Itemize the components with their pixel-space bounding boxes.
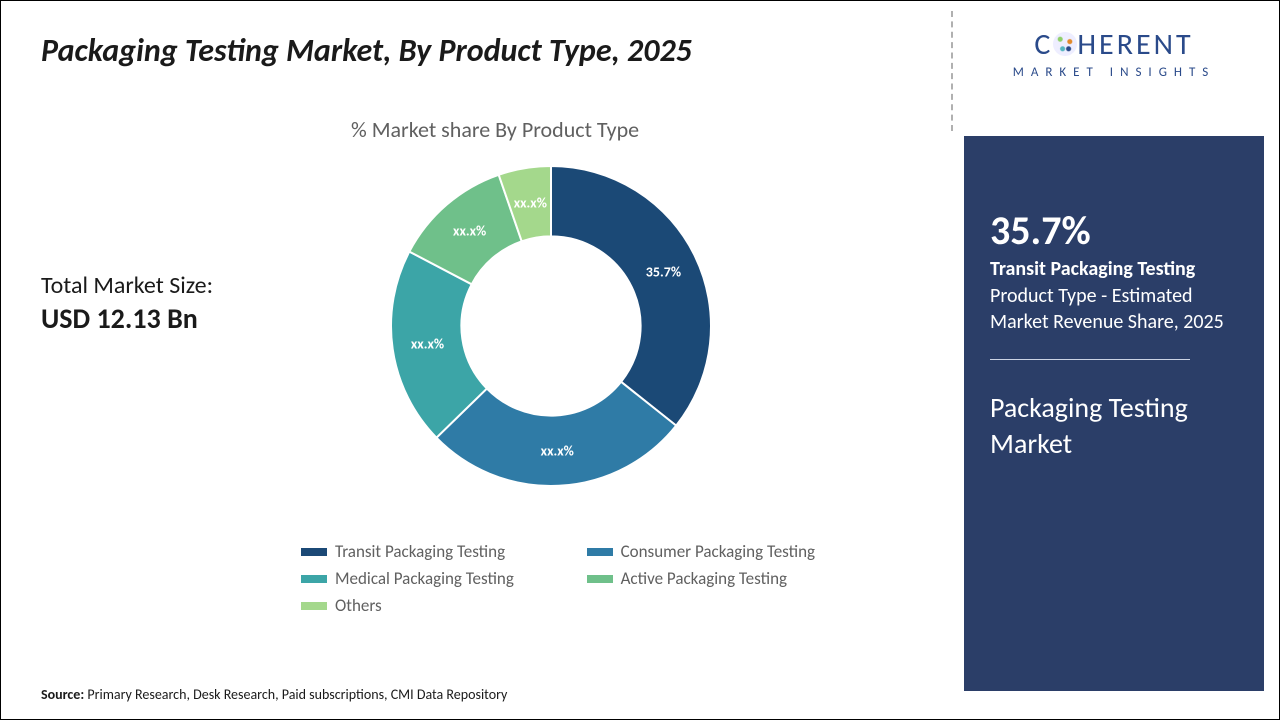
- legend-swatch: [301, 602, 327, 610]
- side-divider: [990, 359, 1190, 360]
- side-percent: 35.7%: [990, 206, 1238, 255]
- legend-label: Transit Packaging Testing: [335, 541, 505, 562]
- vertical-divider: [951, 11, 953, 131]
- side-segment-name: Transit Packaging Testing: [990, 257, 1238, 281]
- legend-label: Active Packaging Testing: [621, 568, 787, 589]
- legend-item: Medical Packaging Testing: [301, 568, 559, 589]
- donut-slice-label: xx.x%: [411, 335, 444, 352]
- legend-label: Others: [335, 595, 382, 616]
- legend-item: Others: [301, 595, 559, 616]
- logo-text-left: C: [1034, 26, 1053, 63]
- chart-subtitle: % Market share By Product Type: [351, 116, 639, 143]
- brand-logo: C HERENT MARKET INSIGHTS: [969, 26, 1259, 80]
- logo-main: C HERENT: [969, 26, 1259, 63]
- logo-sub: MARKET INSIGHTS: [969, 65, 1259, 80]
- donut-slice-label: xx.x%: [541, 442, 574, 459]
- legend-swatch: [587, 548, 613, 556]
- legend-swatch: [301, 548, 327, 556]
- donut-slice-label: xx.x%: [453, 223, 486, 240]
- legend-swatch: [301, 575, 327, 583]
- source-line: Source: Primary Research, Desk Research,…: [41, 686, 507, 703]
- source-label: Source:: [41, 686, 84, 703]
- side-description: Product Type - Estimated Market Revenue …: [990, 283, 1238, 335]
- donut-slice: [551, 166, 711, 426]
- donut-slice-label: 35.7%: [646, 263, 681, 280]
- legend-label: Medical Packaging Testing: [335, 568, 514, 589]
- page-title: Packaging Testing Market, By Product Typ…: [41, 31, 692, 70]
- side-market-name: Packaging Testing Market: [990, 390, 1238, 463]
- legend-item: Consumer Packaging Testing: [587, 541, 845, 562]
- market-size-label: Total Market Size:: [41, 271, 213, 300]
- side-panel: 35.7% Transit Packaging Testing Product …: [964, 136, 1264, 691]
- logo-text-right: HERENT: [1077, 26, 1193, 63]
- legend-item: Transit Packaging Testing: [301, 541, 559, 562]
- donut-slice-label: xx.x%: [514, 194, 547, 211]
- donut-chart: 35.7% xx.x% xx.x% xx.x% xx.x%: [381, 156, 721, 496]
- legend-label: Consumer Packaging Testing: [621, 541, 815, 562]
- chart-legend: Transit Packaging Testing Consumer Packag…: [301, 541, 861, 616]
- legend-swatch: [587, 575, 613, 583]
- globe-icon: [1053, 32, 1077, 56]
- market-size-value: USD 12.13 Bn: [41, 301, 198, 336]
- main-content: Packaging Testing Market, By Product Typ…: [1, 1, 951, 721]
- legend-item: Active Packaging Testing: [587, 568, 845, 589]
- source-text: Primary Research, Desk Research, Paid su…: [84, 686, 507, 703]
